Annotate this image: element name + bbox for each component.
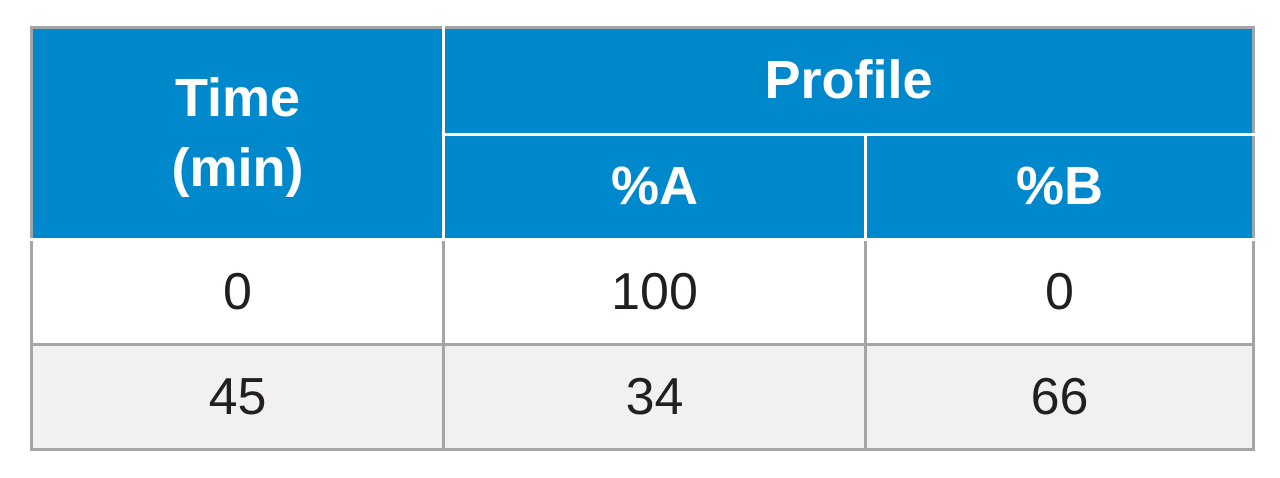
- profile-group-header: Profile: [441, 26, 1256, 136]
- gradient-table-container: Time (min) Profile %A %B 0 100 0 45 34 6…: [30, 26, 1256, 451]
- percent-b-column-header: %B: [863, 133, 1256, 241]
- table-body: 0 100 0 45 34 66: [30, 238, 1256, 451]
- table-header: Time (min) Profile %A %B: [30, 26, 1256, 241]
- table-row: 0 100 0: [30, 238, 1256, 346]
- time-header-line1: Time: [174, 68, 301, 129]
- percent-b-cell: 66: [863, 343, 1256, 451]
- time-cell: 45: [30, 343, 445, 451]
- time-header-line2: (min): [171, 137, 304, 198]
- percent-a-column-header: %A: [442, 133, 867, 241]
- time-cell: 0: [30, 238, 445, 346]
- gradient-profile-table: Time (min) Profile %A %B 0 100 0 45 34 6…: [30, 26, 1256, 451]
- time-column-header: Time (min): [30, 26, 445, 241]
- percent-a-cell: 34: [442, 343, 867, 451]
- percent-b-cell: 0: [863, 238, 1256, 346]
- percent-a-cell: 100: [442, 238, 867, 346]
- table-row: 45 34 66: [30, 343, 1256, 451]
